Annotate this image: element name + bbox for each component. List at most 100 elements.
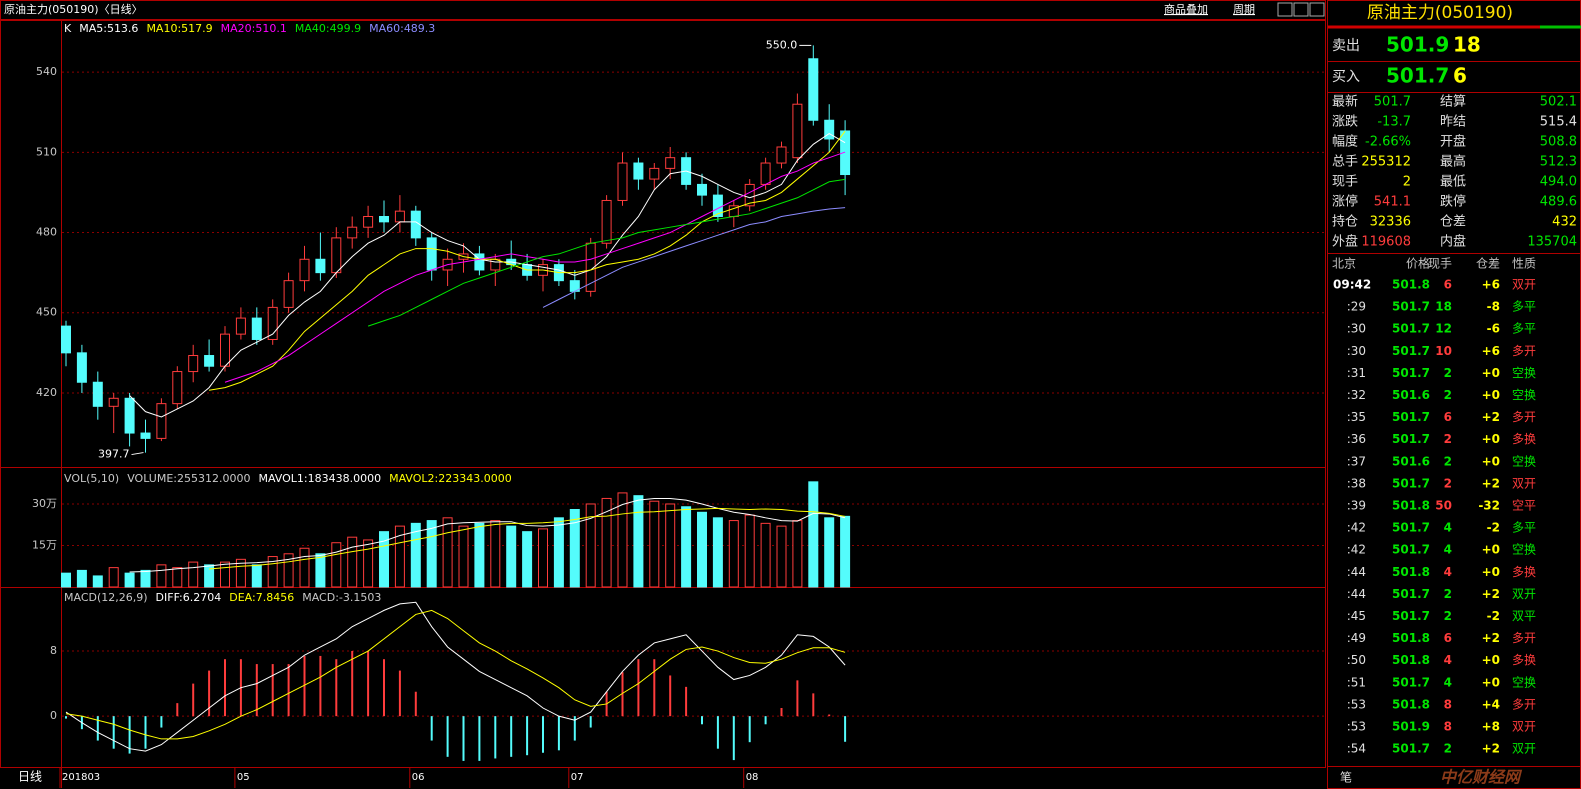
volume-bar [251, 564, 262, 588]
volume-bar [681, 506, 692, 588]
volume-bar [538, 528, 548, 588]
volume-bar [840, 515, 851, 588]
ticks-cell: 18 [1435, 300, 1452, 314]
stat-label: 最高 [1440, 154, 1466, 170]
stat-label: 总手 [1332, 155, 1358, 170]
volume-bar [235, 558, 246, 588]
ticks-cell: +2 [1482, 476, 1500, 490]
ticks-cell: -6 [1487, 322, 1500, 336]
stat-value: 2 [1403, 175, 1411, 190]
ticks-cell: :44 [1347, 565, 1366, 579]
stat-label: 涨跌 [1332, 114, 1358, 130]
ticks-cell: 4 [1444, 653, 1452, 667]
stat-value: 432 [1552, 215, 1577, 230]
annotation-arrow [131, 452, 144, 456]
ticks-cell: 多开 [1512, 697, 1536, 711]
ticks-cell: 多换 [1512, 565, 1536, 579]
legend-entry: VOL(5,10) [64, 472, 119, 485]
ticks-cell: 多开 [1512, 410, 1536, 424]
stat-label: 现手 [1332, 175, 1358, 190]
volume-bar [776, 525, 787, 588]
ticks-header: 北京 [1332, 257, 1356, 271]
stat-value: 32336 [1370, 215, 1411, 230]
ticks-cell: :37 [1347, 454, 1366, 468]
stat-label: 开盘 [1440, 134, 1466, 150]
volume-bar [490, 520, 501, 588]
stat-label: 最新 [1332, 94, 1358, 110]
volume-bar [617, 492, 628, 588]
ticks-cell: 501.7 [1392, 675, 1430, 689]
ticks-cell: :44 [1347, 587, 1366, 601]
nav-button[interactable] [1293, 2, 1309, 17]
overlay-link[interactable]: 商品叠加 [1164, 2, 1208, 16]
ticks-cell: 501.7 [1392, 366, 1430, 380]
candle-body [394, 210, 405, 223]
ticks-cell: 6 [1444, 410, 1452, 424]
ticks-cell: :30 [1347, 344, 1366, 358]
macd-panel [0, 587, 1326, 768]
nav-button[interactable] [1277, 2, 1293, 17]
candle-body [124, 397, 135, 434]
y-tick-label: 15万 [32, 538, 57, 551]
candle-body [331, 237, 342, 274]
price-annotation: 397.7 [98, 448, 130, 461]
ticks-cell: +2 [1482, 587, 1500, 601]
volume-bar [140, 569, 151, 588]
stat-value: 255312 [1361, 155, 1411, 170]
ticks-cell: :53 [1347, 720, 1366, 734]
ticks-cell: 多平 [1512, 300, 1536, 314]
ticks-cell: 多平 [1512, 322, 1536, 336]
stat-value: 119608 [1361, 235, 1411, 250]
stat-value: 502.1 [1540, 95, 1577, 110]
ticks-cell: 2 [1444, 366, 1452, 380]
ticks-cell: 501.7 [1392, 432, 1430, 446]
ticks-cell: 501.7 [1392, 742, 1430, 756]
volume-bar [601, 497, 612, 588]
tab-label[interactable]: 笔 [1340, 770, 1352, 785]
ticks-cell: +4 [1482, 697, 1500, 711]
ticks-cell: 501.7 [1392, 300, 1430, 314]
stat-value: 515.4 [1540, 115, 1577, 130]
volume-bar [697, 511, 707, 588]
ticks-cell: +2 [1482, 631, 1500, 645]
period-link[interactable]: 周期 [1233, 3, 1255, 16]
bid-volume: 6 [1453, 64, 1467, 88]
ticks-cell: 501.8 [1392, 631, 1430, 645]
nav-button[interactable] [1309, 2, 1325, 17]
volume-bar [760, 522, 771, 588]
volume-bar [712, 517, 723, 588]
volume-bar [792, 520, 803, 588]
volume-bar [522, 531, 533, 588]
ticks-cell: 多换 [1512, 432, 1536, 446]
macd-line [65, 601, 846, 752]
candle-body [760, 162, 771, 185]
y-tick-label: 8 [50, 644, 57, 657]
legend-entry: DIFF:6.2704 [156, 591, 222, 604]
candle-body [315, 258, 326, 274]
volume-bar [172, 567, 183, 588]
volume-bar [347, 536, 358, 588]
legend-entry: VOLUME:255312.0000 [127, 472, 250, 485]
stat-value: 135704 [1527, 235, 1577, 250]
legend-entry: K [64, 22, 72, 35]
candle-body [92, 381, 103, 407]
volume-bar [553, 517, 564, 588]
ticks-cell: 501.8 [1392, 499, 1430, 513]
ticks-cell: :49 [1347, 631, 1366, 645]
x-tick-label: 05 [237, 772, 250, 783]
ticks-cell: 2 [1444, 454, 1452, 468]
ticks-cell: 6 [1444, 631, 1452, 645]
ask-volume: 18 [1453, 33, 1481, 57]
x-tick-label: 07 [571, 772, 584, 783]
candle-body [808, 58, 819, 121]
ticks-cell: 501.6 [1392, 454, 1430, 468]
x-tick-label: 08 [746, 772, 759, 783]
ticks-cell: 2 [1444, 388, 1452, 402]
candle-body [776, 146, 787, 164]
macd-line [65, 609, 846, 740]
ticks-cell: 多开 [1512, 631, 1536, 645]
period-label: 日线 [18, 770, 42, 784]
ticks-cell: :31 [1347, 366, 1366, 380]
volume-bar [728, 520, 739, 588]
ticks-cell: 4 [1444, 565, 1452, 579]
